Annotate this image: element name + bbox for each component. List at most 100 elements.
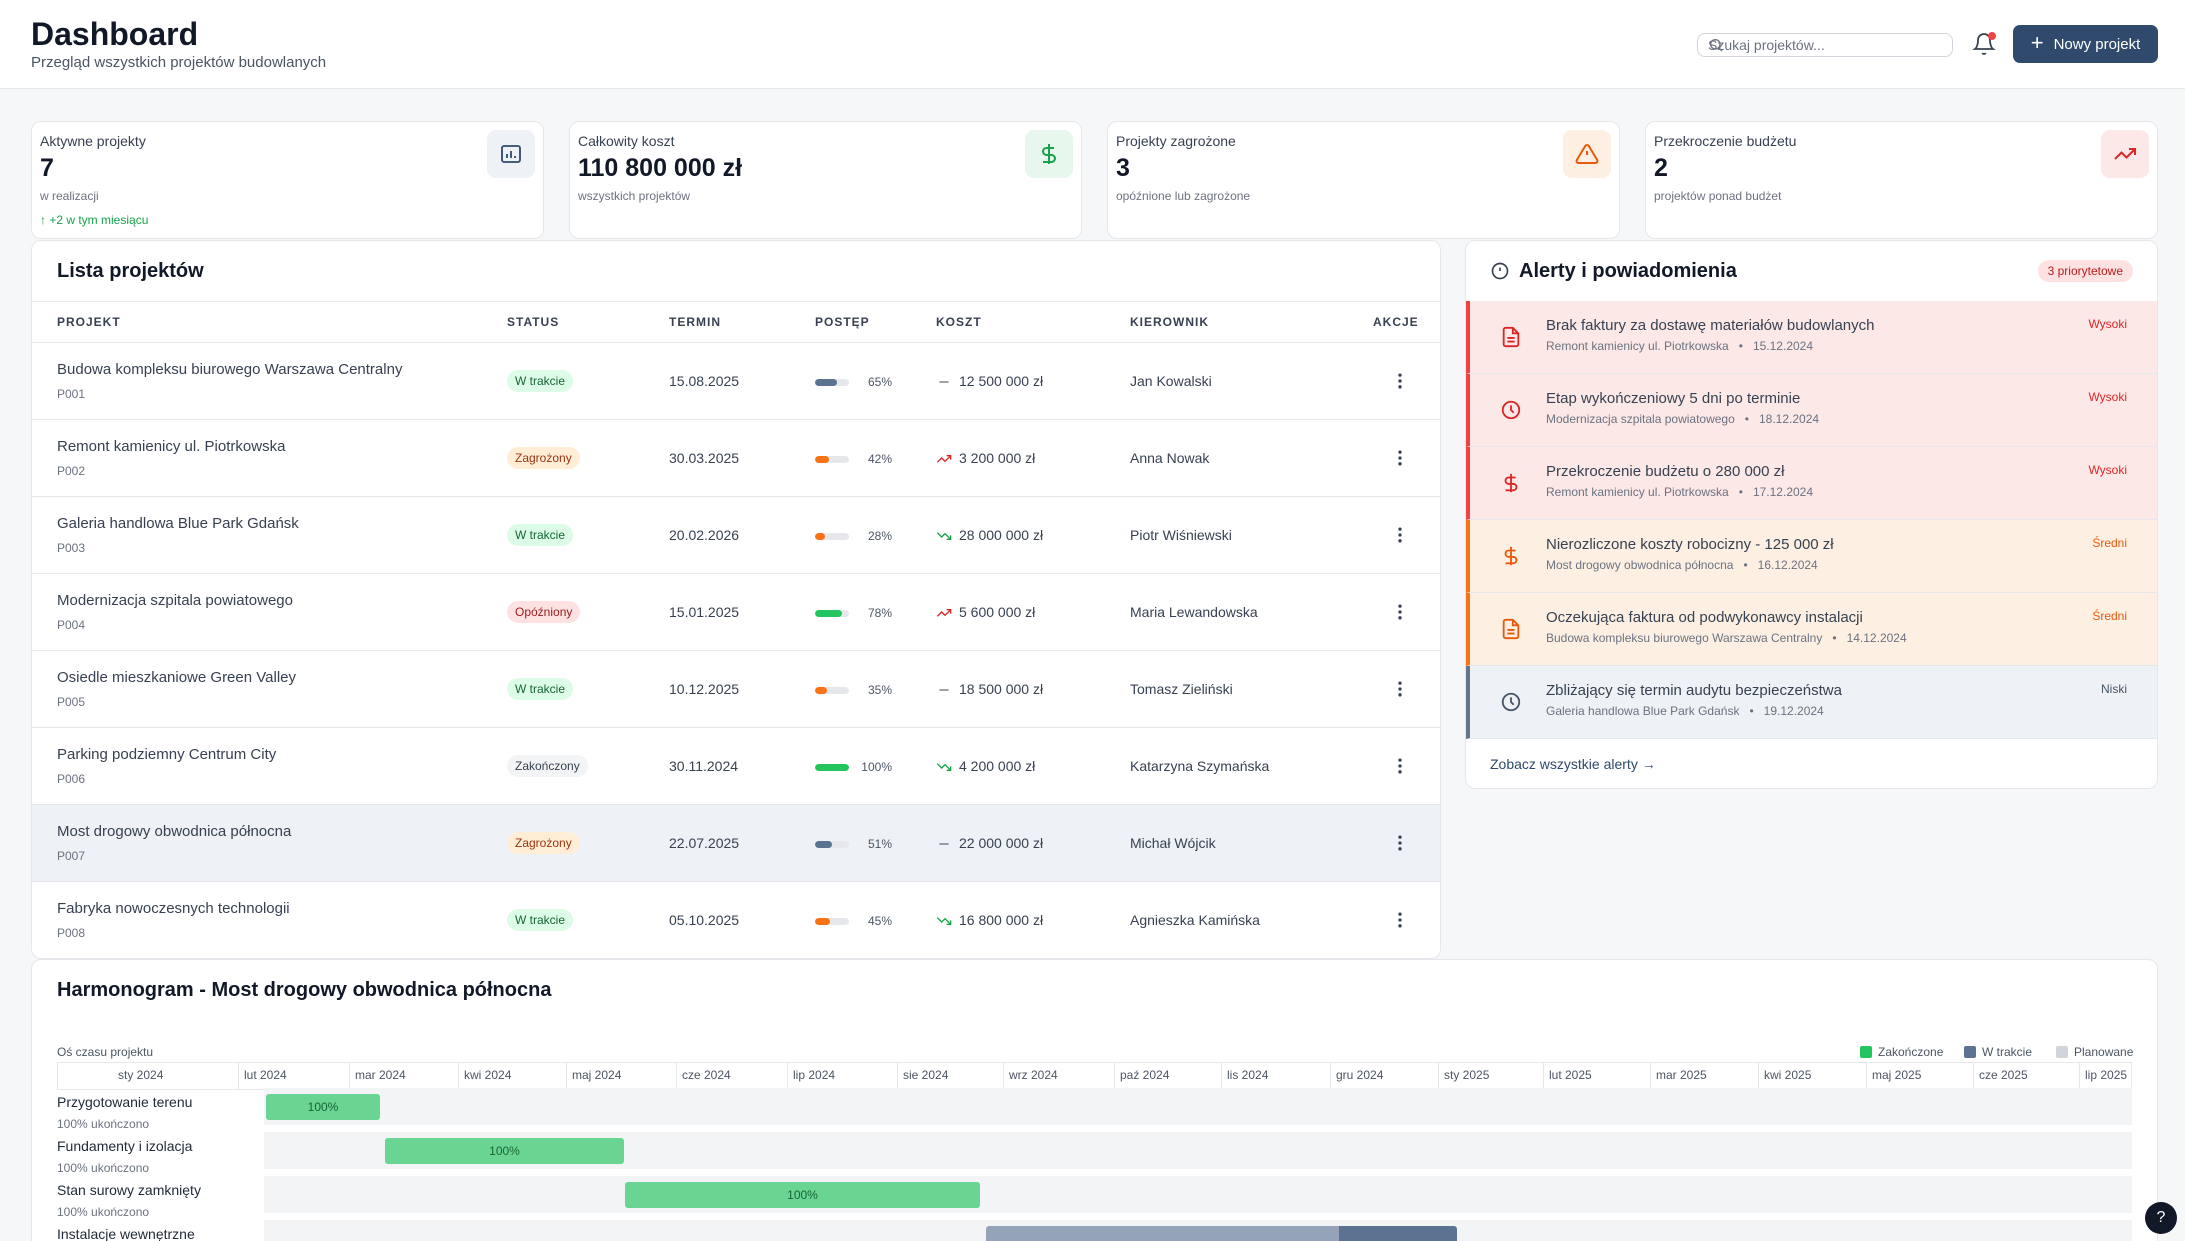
table-row[interactable]: Parking podziemny Centrum City P006 Zakońc… (32, 728, 1440, 805)
progress-fill (815, 687, 827, 694)
project-cost: 4 200 000 zł (959, 758, 1036, 774)
legend-item-done: Zakończone (1860, 1045, 1943, 1059)
alert-item[interactable]: Etap wykończeniowy 5 dni po terminie Mode… (1466, 374, 2157, 447)
alert-level: Średni (2092, 536, 2127, 550)
stat-card-cost: Całkowity koszt 110 800 000 zł wszystkic… (569, 121, 1082, 239)
alert-date: 15.12.2024 (1752, 339, 1814, 353)
alert-meta: Modernizacja szpitala powiatowego • 18.1… (1546, 412, 1820, 426)
progress-percent: 45% (867, 914, 892, 928)
alert-item[interactable]: Zbliżający się termin audytu bezpieczeńs… (1466, 666, 2157, 739)
more-actions-icon[interactable] (1390, 833, 1410, 853)
alert-date: 16.12.2024 (1757, 558, 1818, 572)
gantt-bar[interactable]: 100% (266, 1094, 380, 1120)
progress-percent: 78% (867, 606, 892, 620)
stat-label: Całkowity koszt (578, 133, 675, 149)
timeline-month: cze 2024 (676, 1063, 787, 1089)
project-manager: Katarzyna Szymańska (1130, 758, 1270, 774)
bell-icon (1972, 33, 1996, 55)
new-project-label: Nowy projekt (2053, 35, 2141, 53)
folder-chart-icon (487, 130, 535, 178)
more-actions-icon[interactable] (1390, 448, 1410, 468)
see-all-alerts-link[interactable]: Zobacz wszystkie alerty → (1490, 756, 1656, 772)
project-deadline: 30.03.2025 (669, 450, 740, 466)
clock-icon (1500, 691, 1522, 713)
project-list-title: Lista projektów (57, 260, 204, 282)
more-actions-icon[interactable] (1390, 679, 1410, 699)
gantt-title: Harmonogram - Most drogowy obwodnica pół… (57, 979, 552, 1001)
search-box[interactable] (1697, 33, 1953, 57)
alert-item[interactable]: Przekroczenie budżetu o 280 000 zł Remont… (1466, 447, 2157, 520)
alert-meta: Budowa kompleksu biurowego Warszawa Cent… (1546, 631, 1907, 645)
alert-item[interactable]: Oczekująca faktura od podwykonawcy insta… (1466, 593, 2157, 666)
status-badge: Zagrożony (507, 447, 580, 469)
project-name[interactable]: Parking podziemny Centrum City (57, 746, 277, 763)
progress-percent: 100% (861, 760, 892, 774)
gantt-bar[interactable]: 100% (625, 1182, 980, 1208)
search-input[interactable] (1708, 34, 1948, 56)
table-row[interactable]: Galeria handlowa Blue Park Gdańsk P003 W t… (32, 497, 1440, 574)
stat-label: Projekty zagrożone (1116, 133, 1236, 149)
priority-badge: 3 priorytetowe (2037, 260, 2133, 282)
table-row[interactable]: Budowa kompleksu biurowego Warszawa Cent… (32, 343, 1440, 420)
project-name[interactable]: Modernizacja szpitala powiatowego (57, 592, 293, 609)
gantt-task-progress: 100% ukończono (57, 1205, 150, 1219)
project-name[interactable]: Remont kamienicy ul. Piotrkowska (57, 438, 286, 455)
status-badge: Zakończony (507, 755, 588, 777)
more-actions-icon[interactable] (1390, 756, 1410, 776)
table-row[interactable]: Fabryka nowoczesnych technologii P008 W tr… (32, 882, 1440, 958)
project-name[interactable]: Fabryka nowoczesnych technologii (57, 900, 290, 917)
project-id: P001 (57, 387, 86, 401)
stat-trend: ↑ +2 w tym miesiącu (40, 213, 149, 227)
project-name[interactable]: Budowa kompleksu biurowego Warszawa Cent… (57, 361, 403, 378)
gantt-track: 100% (264, 1176, 2132, 1213)
stat-card-risk: Projekty zagrożone 3 opóźnione lub zagro… (1107, 121, 1620, 239)
column-header-actions: AKCJE (1373, 315, 1419, 329)
more-actions-icon[interactable] (1390, 371, 1410, 391)
gantt-bar[interactable] (986, 1226, 1457, 1241)
project-cost: 18 500 000 zł (959, 681, 1044, 697)
progress-fill (815, 456, 830, 463)
status-badge: W trakcie (507, 678, 574, 700)
alert-title: Zbliżający się termin audytu bezpieczeńs… (1546, 682, 1842, 699)
alert-project: Most drogowy obwodnica północna (1546, 558, 1734, 572)
table-row[interactable]: Most drogowy obwodnica północna P007 Zagro… (32, 805, 1440, 882)
project-id: P005 (57, 695, 86, 709)
table-row[interactable]: Modernizacja szpitala powiatowego P004 Opó… (32, 574, 1440, 651)
alert-date: 17.12.2024 (1752, 485, 1814, 499)
project-name[interactable]: Galeria handlowa Blue Park Gdańsk (57, 515, 299, 532)
progress-fill (815, 764, 849, 771)
notifications-button[interactable] (1972, 32, 1996, 56)
progress-fill (815, 841, 833, 848)
more-actions-icon[interactable] (1390, 602, 1410, 622)
column-header-progress: POSTĘP (815, 315, 870, 329)
stat-sub: w realizacji (40, 189, 99, 203)
legend-swatch (2056, 1046, 2068, 1058)
progress-percent: 42% (867, 452, 892, 466)
gantt-task-name: Fundamenty i izolacja (57, 1138, 193, 1154)
new-project-button[interactable]: + Nowy projekt (2013, 25, 2158, 63)
project-name[interactable]: Most drogowy obwodnica północna (57, 823, 292, 840)
alert-circle-icon (1491, 262, 1509, 280)
timeline-month: kwi 2025 (1758, 1063, 1866, 1089)
alert-meta: Remont kamienicy ul. Piotrkowska • 17.12… (1546, 485, 1814, 499)
page-subtitle: Przegląd wszystkich projektów budowlanyc… (31, 54, 327, 71)
alert-project: Remont kamienicy ul. Piotrkowska (1546, 485, 1729, 499)
alert-item[interactable]: Brak faktury za dostawę materiałów budow… (1466, 301, 2157, 374)
more-actions-icon[interactable] (1390, 525, 1410, 545)
timeline-month: mar 2024 (349, 1063, 458, 1089)
table-row[interactable]: Osiedle mieszkaniowe Green Valley P005 W t… (32, 651, 1440, 728)
table-row[interactable]: Remont kamienicy ul. Piotrkowska P002 Zagr… (32, 420, 1440, 497)
page-header: Dashboard Przegląd wszystkich projektów … (0, 0, 2185, 89)
progress-fill (815, 379, 838, 386)
more-actions-icon[interactable] (1390, 910, 1410, 930)
project-deadline: 30.11.2024 (669, 758, 739, 774)
timeline-month: lip 2024 (787, 1063, 897, 1089)
project-name[interactable]: Osiedle mieszkaniowe Green Valley (57, 669, 296, 686)
project-manager: Tomasz Zieliński (1130, 681, 1233, 697)
gantt-task-progress: 100% ukończono (57, 1161, 150, 1175)
alert-item[interactable]: Nierozliczone koszty robocizny - 125 000… (1466, 520, 2157, 593)
timeline-month: maj 2025 (1866, 1063, 1973, 1089)
gantt-bar[interactable]: 100% (385, 1138, 624, 1164)
help-button[interactable]: ? (2145, 1202, 2177, 1234)
project-deadline: 20.02.2026 (669, 527, 740, 543)
